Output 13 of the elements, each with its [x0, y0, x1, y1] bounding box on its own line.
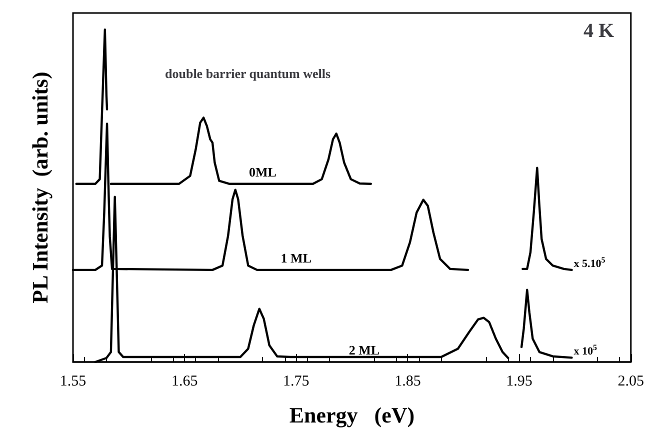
x-tick-label: 2.05: [618, 374, 644, 390]
series-label: 0ML: [248, 164, 277, 180]
x-tick-label: 1.95: [506, 374, 532, 390]
series-label: 2 ML: [348, 342, 380, 358]
x-tick-label: 1.75: [283, 374, 310, 390]
x-tick-label: 1.55: [60, 374, 86, 390]
x-tick-label: 1.65: [171, 374, 198, 390]
text: double barrier quantum wells: [165, 66, 331, 81]
series-label: 1 ML: [280, 250, 312, 266]
x-axis-title: Energy (eV): [289, 402, 415, 428]
y-axis-title: PL Intensity (arb. units): [28, 72, 52, 304]
chart-title: 4 K: [583, 20, 614, 42]
x-tick-label: 1.85: [394, 374, 421, 390]
